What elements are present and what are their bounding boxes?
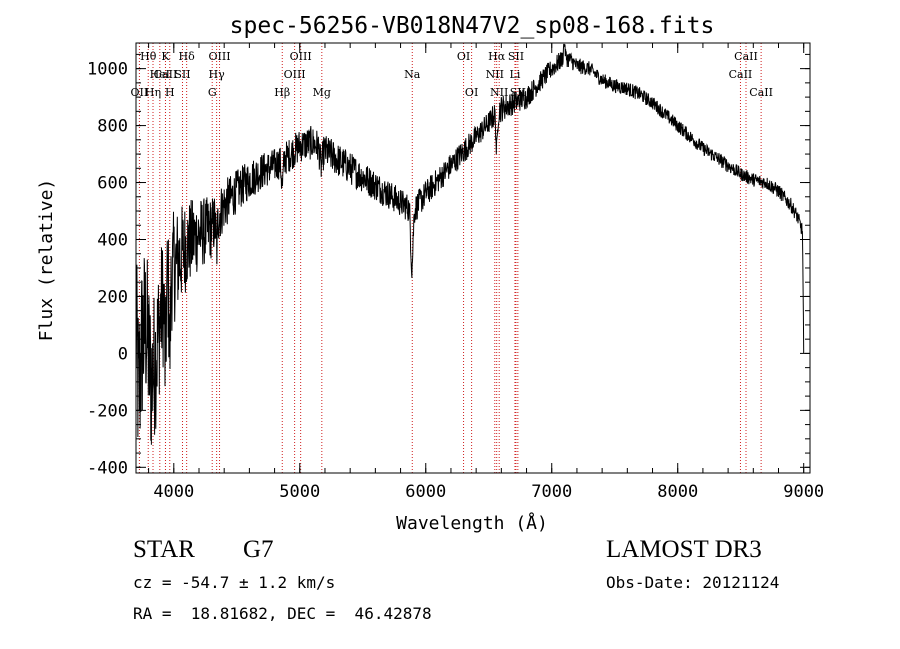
object-class: STAR [133, 536, 195, 563]
spectrum-line [135, 43, 805, 445]
line-label-10: OIII [208, 50, 230, 63]
y-tick-label-2: 0 [118, 344, 128, 364]
line-label-27: CaII [749, 86, 773, 99]
line-label-12: Hβ [274, 86, 290, 99]
line-label-5: K [161, 50, 170, 63]
line-label-6: H [165, 86, 175, 99]
y-tick-label-4: 400 [97, 230, 128, 250]
line-label-8: Hδ [179, 50, 196, 63]
obs-date-text: Obs-Date: 20121124 [606, 573, 780, 592]
line-label-18: OI [465, 86, 478, 99]
line-label-15: Mg [313, 86, 331, 99]
line-label-3: OII [131, 86, 149, 99]
line-label-20: Hα [488, 50, 506, 63]
x-tick-label-1: 5000 [279, 482, 320, 502]
redshift-text: cz = -54.7 ± 1.2 km/s [133, 573, 336, 592]
line-label-4: HeI [150, 68, 170, 81]
line-label-17: OI [457, 50, 470, 63]
plot-frame [135, 42, 811, 474]
line-label-25: CaII [729, 68, 753, 81]
line-label-7: SII [174, 68, 190, 81]
line-label-1: Hθ [140, 50, 157, 63]
line-label-26: CaII [734, 50, 758, 63]
survey-name: LAMOST DR3 [606, 536, 762, 563]
line-label-11: G [208, 86, 217, 99]
x-tick-label-0: 4000 [153, 482, 194, 502]
line-label-24: Li [510, 68, 521, 81]
line-label-21: NII [490, 86, 508, 99]
line-label-9: Hγ [209, 68, 226, 81]
chart-title: spec-56256-VB018N47V2_sp08-168.fits [230, 13, 715, 39]
y-axis-label: Flux (relative) [36, 179, 57, 342]
line-label-0: CaII [154, 68, 178, 81]
y-tick-label-1: -200 [87, 401, 128, 421]
object-subclass: G7 [243, 536, 274, 563]
x-axis-label: Wavelength (Å) [396, 512, 548, 534]
y-tick-label-3: 200 [97, 287, 128, 307]
y-tick-label-0: -400 [87, 458, 128, 478]
y-tick-label-7: 1000 [87, 60, 128, 80]
x-tick-label-5: 9000 [783, 482, 824, 502]
spectrum-chart: spec-56256-VB018N47V2_sp08-168.fits 4000… [36, 13, 824, 534]
x-tick-label-3: 7000 [531, 482, 572, 502]
line-label-16: Na [404, 68, 421, 81]
x-tick-label-2: 6000 [405, 482, 446, 502]
y-tick-label-6: 800 [97, 117, 128, 137]
line-label-13: OIII [284, 68, 306, 81]
ra-dec-text: RA = 18.81682, DEC = 46.42878 [133, 604, 432, 623]
line-label-23: SII [510, 86, 526, 99]
line-label-14: OIII [290, 50, 312, 63]
y-tick-label-5: 600 [97, 174, 128, 194]
line-label-22: SII [508, 50, 524, 63]
line-label-2: Hη [145, 86, 161, 99]
line-label-19: NII [486, 68, 504, 81]
plot-area: 4000 5000 6000 7000 8000 9000 -400 -200 0 200 400 6… [87, 42, 824, 502]
x-tick-label-4: 8000 [657, 482, 698, 502]
